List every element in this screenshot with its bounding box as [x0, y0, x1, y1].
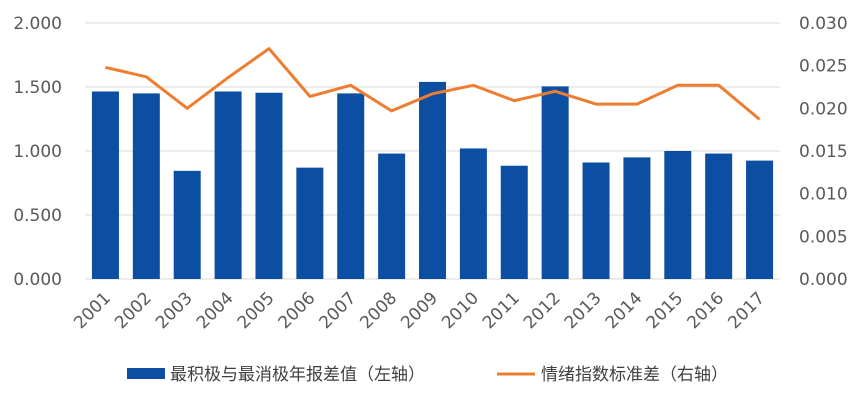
right-tick-label: 0.020 [799, 99, 848, 119]
x-tick-label: 2008 [356, 288, 401, 333]
x-tick-label: 2011 [479, 288, 524, 333]
right-tick-label: 0.015 [799, 142, 848, 162]
series-line [105, 47, 761, 121]
left-tick-label: 0.000 [13, 270, 62, 290]
x-tick-label: 2005 [234, 288, 279, 333]
x-tick-label: 2012 [520, 288, 565, 333]
x-tick-label: 2004 [193, 288, 238, 333]
bar-series [91, 81, 774, 280]
bar [173, 170, 201, 279]
bar [664, 151, 692, 279]
legend-label-bar: 最积极与最消极年报差值（左轴） [170, 365, 425, 385]
right-tick-label: 0.030 [799, 14, 848, 34]
legend-swatch-bar [127, 368, 165, 379]
bar [746, 160, 774, 279]
bar [255, 92, 283, 279]
left-axis: 0.000 0.500 1.000 1.500 2.000 [13, 14, 62, 290]
legend-label-line: 情绪指数标准差（右轴） [541, 365, 728, 385]
bar [91, 91, 119, 279]
bar [337, 93, 365, 280]
left-tick-label: 1.000 [13, 142, 62, 162]
right-tick-label: 0.010 [799, 185, 848, 205]
line-series [105, 47, 761, 121]
x-tick-label: 2009 [397, 288, 442, 333]
bar [582, 162, 610, 279]
x-tick-label: 2001 [70, 288, 115, 333]
right-tick-label: 0.005 [799, 227, 848, 247]
x-tick-label: 2007 [316, 288, 361, 333]
bar [296, 167, 324, 279]
bar [132, 93, 160, 280]
x-axis: 2001200220032004200520062007200820092010… [70, 288, 769, 333]
x-tick-label: 2016 [683, 288, 728, 333]
x-tick-label: 2015 [643, 288, 688, 333]
right-tick-label: 0.025 [799, 57, 848, 77]
left-tick-label: 2.000 [13, 14, 62, 34]
x-tick-label: 2003 [152, 288, 197, 333]
right-axis: 0.000 0.005 0.010 0.015 0.020 0.025 0.030 [799, 14, 848, 290]
legend: 最积极与最消极年报差值（左轴） 情绪指数标准差（右轴） [127, 365, 728, 385]
bar [419, 81, 446, 279]
left-tick-label: 1.500 [13, 78, 62, 98]
x-tick-label: 2006 [275, 288, 320, 333]
x-tick-label: 2014 [602, 288, 647, 333]
left-tick-label: 0.500 [13, 206, 62, 226]
x-tick-label: 2013 [561, 288, 606, 333]
bar [705, 153, 733, 279]
x-tick-label: 2002 [111, 288, 156, 333]
right-tick-label: 0.000 [799, 270, 848, 290]
bar [500, 165, 528, 279]
x-tick-label: 2010 [438, 288, 483, 333]
x-tick-label: 2017 [724, 288, 769, 333]
bar [214, 91, 242, 279]
bar [541, 86, 569, 279]
bar [459, 148, 487, 279]
bar [623, 157, 651, 279]
bar [378, 153, 406, 279]
